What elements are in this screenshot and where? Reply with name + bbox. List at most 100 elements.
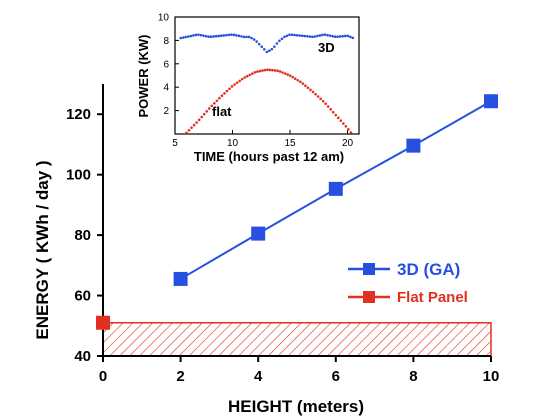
inset-point-flat — [253, 71, 257, 74]
inset-point-3d — [189, 34, 193, 38]
inset-point-3d — [217, 34, 220, 38]
inset-point-flat — [344, 125, 348, 128]
inset-point-flat — [321, 99, 325, 103]
inset-point-3d — [207, 35, 210, 39]
main-x-tick-label: 4 — [254, 368, 263, 385]
inset-point-flat — [256, 70, 259, 73]
inset-point-flat — [324, 102, 327, 105]
inset-point-flat — [288, 74, 292, 77]
inset-point-3d — [303, 34, 307, 38]
inset-x-tick-label: 10 — [227, 138, 239, 149]
main-x-tick-label: 10 — [483, 368, 500, 385]
inset-point-3d — [331, 34, 334, 38]
inset-point-3d — [305, 35, 309, 38]
main-x-tick-label: 6 — [332, 368, 340, 385]
inset-point-flat — [309, 88, 312, 92]
inset-point-3d — [308, 35, 312, 38]
inset-point-flat — [225, 89, 229, 93]
data-point-3d — [406, 138, 421, 153]
inset-point-3d — [232, 33, 236, 37]
main-y-tick-label: 100 — [66, 167, 91, 184]
inset-point-3d — [298, 34, 301, 37]
main-x-tick-label: 2 — [176, 368, 184, 385]
inset-y-tick-label: 8 — [163, 36, 169, 47]
inset-x-ticks: 5 10 15 20 — [172, 130, 353, 149]
inset-point-3d — [341, 34, 344, 38]
inset-point-3d — [338, 35, 342, 38]
inset-series-group — [179, 33, 355, 135]
inset-point-3d — [288, 33, 291, 37]
inset-point-flat — [319, 97, 322, 101]
inset-y-tick-label: 2 — [163, 106, 169, 117]
inset-point-3d — [278, 39, 281, 43]
inset-point-flat — [248, 73, 252, 77]
inset-point-3d — [230, 33, 233, 36]
inset-point-3d — [343, 34, 347, 38]
main-x-axis-label: HEIGHT (meters) — [228, 397, 364, 416]
inset-point-flat — [273, 69, 277, 72]
inset-point-flat — [258, 69, 262, 73]
inset-point-3d — [336, 35, 339, 39]
inset-point-flat — [326, 105, 330, 108]
inset-point-flat — [187, 128, 191, 132]
inset-point-3d — [247, 35, 251, 39]
inset-point-3d — [313, 35, 317, 38]
inset-point-3d — [346, 34, 350, 38]
main-y-tick-label: 40 — [74, 348, 91, 365]
inset-point-3d — [323, 33, 327, 36]
inset-point-3d — [240, 35, 243, 38]
inset-point-3d — [242, 35, 246, 39]
inset-x-axis-label: TIME (hours past 12 am) — [194, 149, 344, 164]
legend-marker-flat — [363, 291, 375, 303]
inset-point-3d — [179, 36, 183, 40]
inset-point-3d — [252, 38, 256, 41]
inset-point-3d — [270, 47, 274, 51]
main-y-axis-label: ENERGY ( KWh / day ) — [33, 160, 52, 339]
inset-point-flat — [250, 72, 254, 75]
inset-point-3d — [262, 47, 266, 51]
inset-series-label-flat: flat — [212, 104, 232, 119]
inset-point-flat — [190, 126, 193, 129]
inset-point-flat — [293, 77, 297, 81]
main-y-tick-label: 120 — [66, 106, 91, 123]
main-series-group — [96, 94, 498, 330]
inset-point-flat — [200, 115, 203, 119]
inset-point-flat — [329, 108, 333, 111]
inset-point-3d — [237, 34, 241, 38]
inset-point-3d — [235, 34, 238, 37]
inset-point-3d — [333, 35, 337, 39]
main-y-ticks: 40 60 80 100 120 — [66, 106, 103, 365]
inset-point-3d — [300, 34, 304, 38]
inset-point-flat — [185, 131, 188, 135]
inset-point-3d — [290, 33, 294, 37]
inset-point-flat — [192, 123, 196, 127]
inset-point-flat — [281, 71, 284, 74]
legend-item-flat: Flat Panel — [348, 289, 468, 306]
inset-point-3d — [318, 34, 322, 37]
inset-point-3d — [192, 34, 195, 37]
inset-point-flat — [220, 94, 224, 98]
main-y-tick-label: 80 — [74, 227, 91, 244]
inset-point-flat — [276, 69, 279, 73]
inset-point-3d — [181, 36, 185, 39]
inset-point-3d — [280, 37, 284, 41]
flat-panel-band — [102, 322, 492, 357]
inset-point-3d — [212, 35, 215, 38]
legend-label-3d: 3D (GA) — [397, 260, 460, 279]
data-point-3d — [173, 271, 188, 286]
inset-point-flat — [261, 69, 264, 72]
inset-point-flat — [291, 75, 295, 79]
data-point-3d — [251, 226, 266, 241]
inset-point-flat — [230, 85, 234, 88]
main-y-tick-label: 60 — [74, 288, 91, 305]
legend-item-3d: 3D (GA) — [348, 260, 460, 279]
inset-point-flat — [283, 72, 287, 75]
inset-point-flat — [334, 113, 338, 117]
inset-point-3d — [257, 42, 261, 46]
inset-point-3d — [245, 35, 248, 39]
inset-point-3d — [255, 40, 258, 43]
inset-point-flat — [213, 102, 216, 105]
inset-point-flat — [316, 95, 320, 98]
inset-point-flat — [223, 92, 226, 95]
inset-y-tick-label: 10 — [158, 13, 170, 24]
